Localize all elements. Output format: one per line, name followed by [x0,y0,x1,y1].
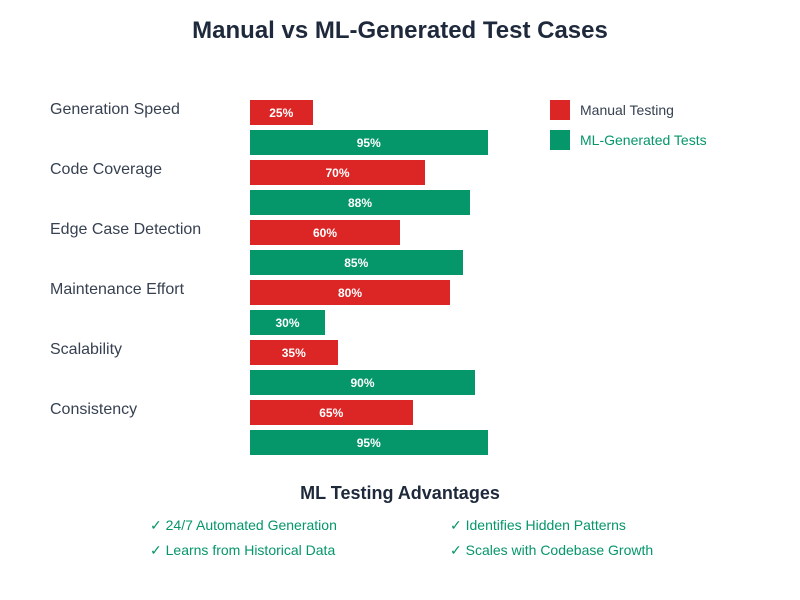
legend-swatch [550,130,570,150]
manual-bar: 80% [250,280,450,305]
category-label: Code Coverage [50,161,163,178]
category-label: Generation Speed [50,101,180,118]
legend-label: Manual Testing [580,102,674,118]
chart-title: Manual vs ML-Generated Test Cases [192,17,608,44]
advantages-title: ML Testing Advantages [300,483,500,503]
category-label: Maintenance Effort [50,281,185,298]
category-label: Edge Case Detection [50,221,202,238]
ml-bar: 90% [250,370,475,395]
ml-bar: 95% [250,430,488,455]
category-label: Consistency [50,401,138,418]
advantage-item: ✓ Identifies Hidden Patterns [450,517,626,533]
legend-label: ML-Generated Tests [580,132,707,148]
legend-swatch [550,100,570,120]
ml-bar: 30% [250,310,325,335]
advantage-item: ✓ Learns from Historical Data [150,542,336,558]
manual-bar: 65% [250,400,413,425]
manual-bar: 35% [250,340,338,365]
category-label: Scalability [50,341,123,358]
advantage-item: ✓ Scales with Codebase Growth [450,542,654,558]
ml-bar: 95% [250,130,488,155]
manual-bar: 25% [250,100,313,125]
advantage-item: ✓ 24/7 Automated Generation [150,517,337,533]
ml-bar: 85% [250,250,463,275]
manual-bar: 60% [250,220,400,245]
manual-bar: 70% [250,160,425,185]
ml-bar: 88% [250,190,470,215]
